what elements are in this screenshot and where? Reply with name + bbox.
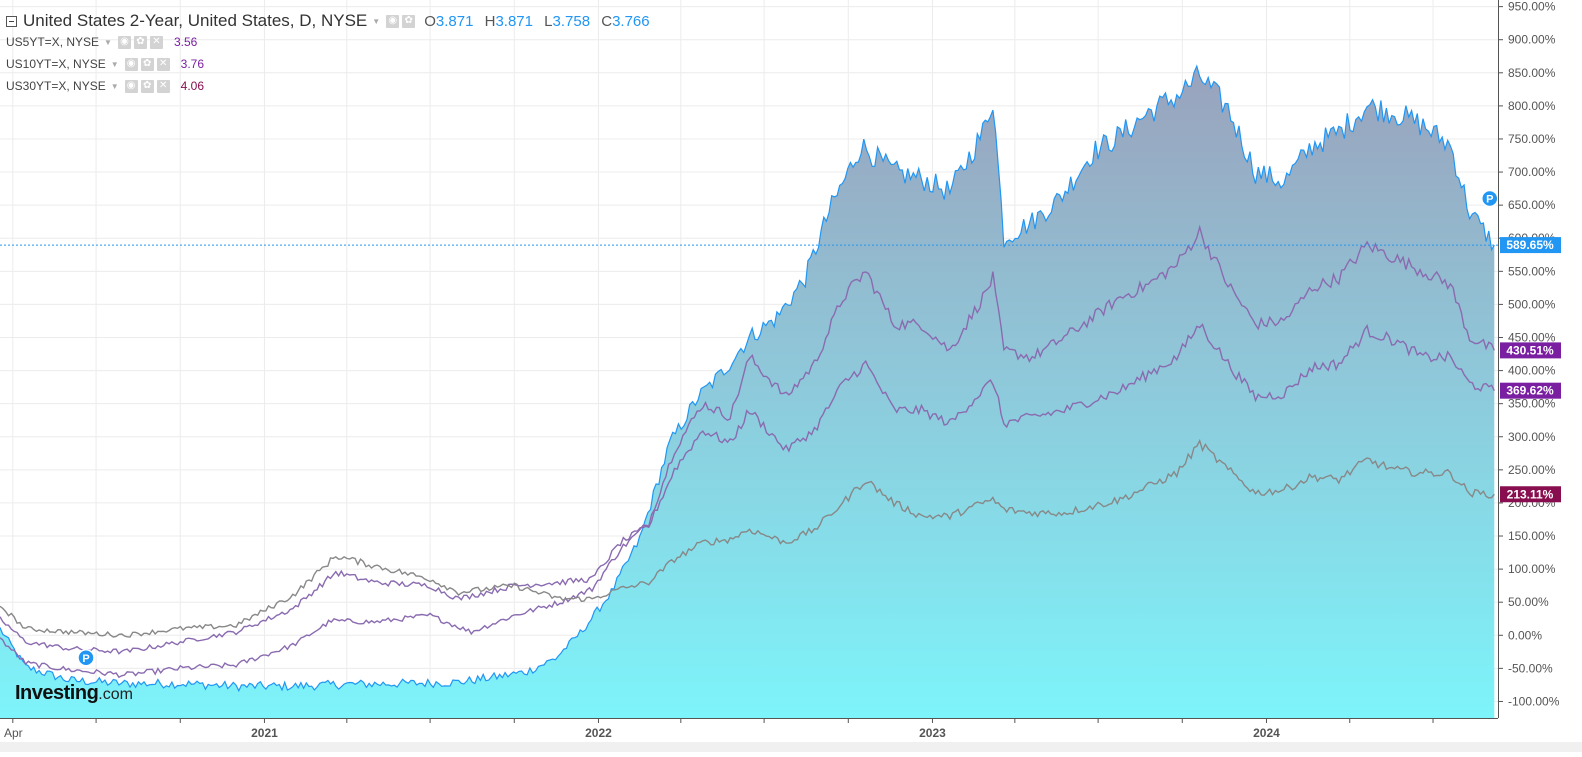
- last-value-label: 430.51%: [1506, 343, 1554, 357]
- last-value-label: 369.62%: [1506, 384, 1554, 398]
- ohlc-close-value: 3.766: [612, 12, 650, 30]
- y-tick-label: -100.00%: [1508, 694, 1560, 708]
- x-tick-label: Apr: [4, 726, 23, 740]
- legend-row-us5y: US5YT=X, NYSE ▼ ◉ ✿ ✕ 3.56: [6, 33, 197, 51]
- legend-row-us30y: US30YT=X, NYSE ▼ ◉ ✿ ✕ 4.06: [6, 77, 204, 95]
- y-tick-label: 250.00%: [1508, 463, 1556, 477]
- area-layer: [0, 66, 1495, 719]
- event-marker-icon: [1481, 189, 1499, 208]
- y-tick-label: 50.00%: [1508, 595, 1549, 609]
- y-tick-label: 450.00%: [1508, 330, 1556, 344]
- logo-suffix: .com: [98, 686, 133, 703]
- series-line-us5ytx: [0, 224, 1495, 679]
- y-tick-label: 500.00%: [1508, 297, 1556, 311]
- collapse-icon[interactable]: [6, 15, 17, 27]
- legend-symbol: US10YT=X, NYSE: [6, 57, 106, 71]
- last-value-badge: [1500, 237, 1561, 254]
- legend-main-row: United States 2-Year, United States, D, …: [6, 10, 657, 32]
- last-value-label: 589.65%: [1506, 238, 1554, 252]
- close-icon[interactable]: ✕: [156, 79, 170, 93]
- chevron-down-icon[interactable]: ▼: [104, 37, 112, 47]
- event-marker-icon: [77, 649, 95, 667]
- series-line-us30ytx: [0, 438, 1495, 638]
- event-marker-label: P: [82, 653, 89, 665]
- legend-symbol: US30YT=X, NYSE: [6, 79, 106, 93]
- ohlc-low-value: 3.758: [552, 12, 591, 30]
- eye-icon[interactable]: ◉: [124, 79, 138, 93]
- ohlc-open-label: O: [424, 12, 436, 30]
- last-value-label: 213.11%: [1507, 487, 1554, 501]
- x-tick-label: 2021: [251, 726, 278, 740]
- last-value-badge: [1500, 382, 1561, 399]
- ohlc-readout: O3.871 H3.871 L3.758 C3.766: [424, 13, 656, 30]
- eye-icon[interactable]: ◉: [124, 57, 138, 71]
- last-value-badge: [1500, 486, 1561, 503]
- y-tick-label: 700.00%: [1508, 165, 1556, 179]
- bottom-scroll-area: [0, 742, 1582, 752]
- series-line-us2ytx: [0, 64, 1495, 693]
- y-tick-label: 850.00%: [1508, 66, 1556, 80]
- x-tick-label: 2024: [1253, 726, 1280, 740]
- y-tick-label: -50.00%: [1508, 661, 1553, 675]
- lines-layer: PP: [0, 64, 1499, 693]
- last-value-badge: [1500, 342, 1561, 359]
- close-icon[interactable]: ✕: [149, 35, 163, 49]
- chevron-down-icon[interactable]: ▼: [110, 59, 119, 69]
- area-fill-us2y: [0, 66, 1495, 719]
- y-tick-label: 800.00%: [1508, 99, 1556, 113]
- gear-icon[interactable]: ✿: [402, 14, 416, 28]
- y-tick-label: 900.00%: [1508, 33, 1556, 47]
- chevron-down-icon[interactable]: ▼: [110, 81, 119, 91]
- ohlc-low-label: L: [544, 12, 553, 30]
- ohlc-close-label: C: [601, 12, 613, 30]
- legend-symbol: US5YT=X, NYSE: [6, 35, 100, 49]
- x-tick-label: 2022: [585, 726, 612, 740]
- y-tick-label: 350.00%: [1508, 397, 1556, 411]
- ohlc-high-label: H: [484, 12, 496, 30]
- x-tick-label: 2023: [919, 726, 946, 740]
- y-tick-label: 550.00%: [1508, 264, 1556, 278]
- gear-icon[interactable]: ✿: [133, 35, 147, 49]
- y-tick-label: 300.00%: [1508, 430, 1556, 444]
- legend-main-title: United States 2-Year, United States, D, …: [23, 11, 368, 30]
- y-tick-label: 400.00%: [1508, 364, 1556, 378]
- y-tick-label: 0.00%: [1508, 628, 1542, 642]
- y-tick-label: 750.00%: [1508, 132, 1556, 146]
- series-line-us10ytx: [0, 323, 1495, 655]
- eye-icon[interactable]: ◉: [386, 14, 400, 28]
- ohlc-open-value: 3.871: [435, 12, 474, 30]
- close-icon[interactable]: ✕: [156, 57, 170, 71]
- event-marker-label: P: [1486, 194, 1493, 206]
- y-tick-label: 650.00%: [1508, 198, 1556, 212]
- ohlc-high-value: 3.871: [495, 12, 533, 30]
- gear-icon[interactable]: ✿: [140, 79, 154, 93]
- y-tick-label: 950.00%: [1508, 0, 1556, 14]
- y-tick-label: 150.00%: [1508, 529, 1556, 543]
- legend-value: 3.56: [173, 35, 198, 49]
- legend-value: 4.06: [180, 79, 204, 93]
- legend-value: 3.76: [180, 57, 204, 71]
- logo-brand: Investing: [15, 682, 99, 704]
- chevron-down-icon[interactable]: ▼: [372, 16, 381, 26]
- gear-icon[interactable]: ✿: [140, 57, 154, 71]
- eye-icon[interactable]: ◉: [117, 35, 131, 49]
- investing-logo: Investing.com: [15, 682, 133, 705]
- legend-row-us10y: US10YT=X, NYSE ▼ ◉ ✿ ✕ 3.76: [6, 55, 204, 73]
- y-axis-background: [1498, 0, 1582, 752]
- y-tick-label: 100.00%: [1508, 562, 1556, 576]
